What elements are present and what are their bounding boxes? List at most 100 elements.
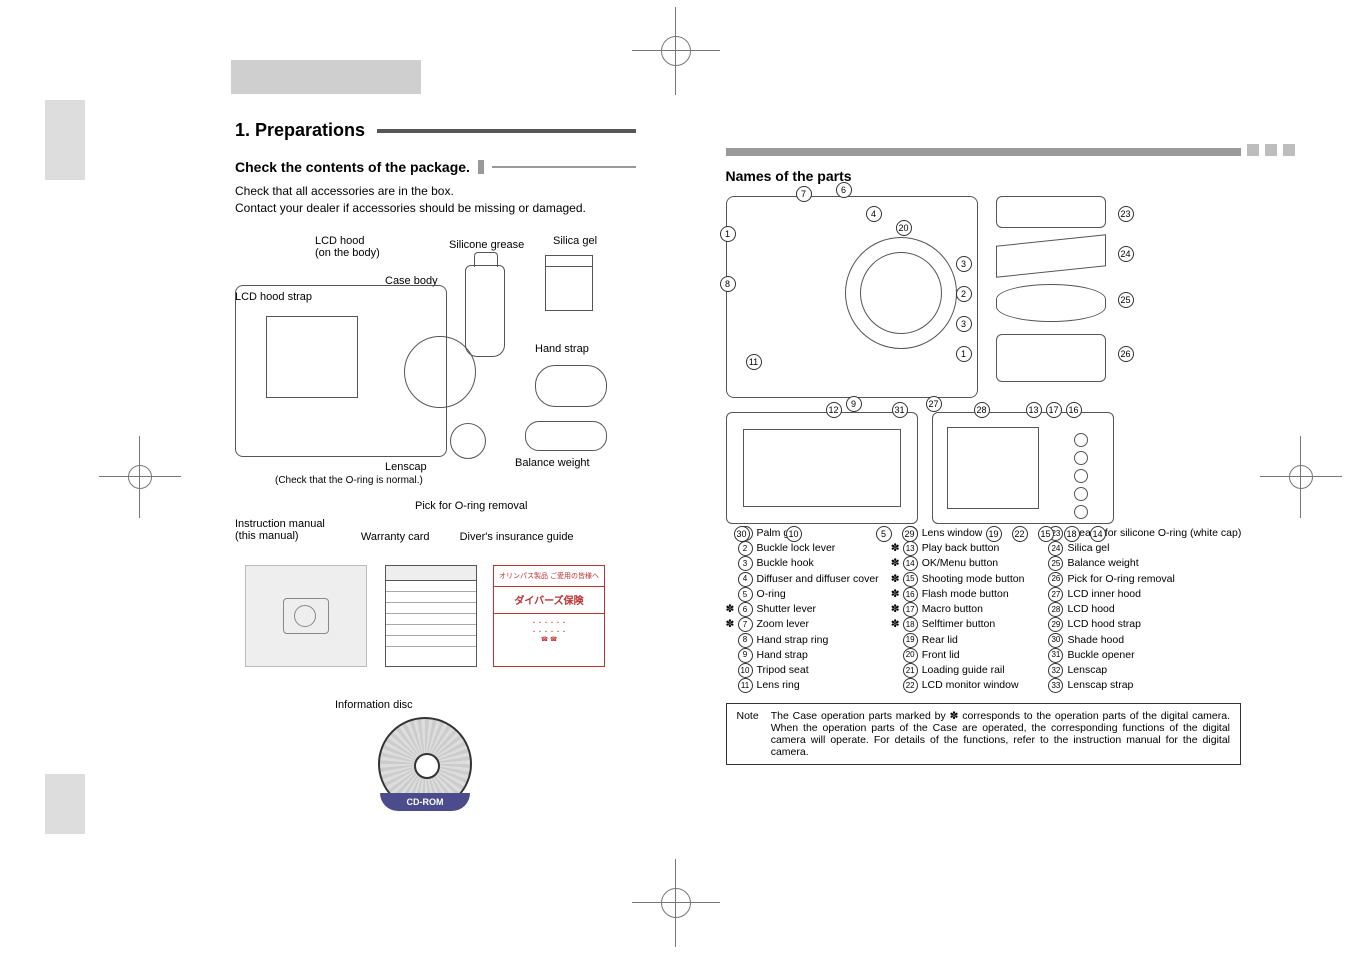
parts-label: LCD hood strap (1067, 617, 1141, 632)
diver-mid-text: ダイバーズ保険 (494, 587, 604, 614)
parts-mark (726, 541, 734, 556)
parts-label: Front lid (922, 648, 960, 663)
parts-number: 7 (738, 617, 753, 632)
parts-mark: ✽ (726, 602, 734, 617)
callout-13: 13 (1026, 402, 1042, 418)
callout-30: 30 (734, 526, 750, 542)
header-dot (1247, 144, 1259, 156)
right-header-bar (726, 148, 1242, 156)
front-view-drawing (726, 196, 978, 398)
header-gray-block (231, 60, 421, 94)
parts-label: Hand strap (757, 648, 808, 663)
label-oring-normal: (Check that the O-ring is normal.) (275, 475, 423, 486)
parts-number: 14 (903, 556, 918, 571)
warranty-header (386, 566, 476, 581)
label-warranty-card: Warranty card (361, 518, 430, 543)
parts-number: 27 (1048, 587, 1063, 602)
parts-label: LCD monitor window (922, 678, 1019, 693)
callout-20: 20 (896, 220, 912, 236)
parts-row: 28LCD hood (1036, 602, 1241, 617)
parts-mark (891, 648, 899, 663)
parts-number: 13 (903, 541, 918, 556)
right-title: Names of the parts (726, 168, 1242, 184)
parts-row: 20 Front lid (891, 648, 1025, 663)
parts-label: Silica gel (1067, 541, 1109, 556)
parts-mark (726, 526, 734, 541)
parts-label: Buckle lock lever (757, 541, 836, 556)
parts-row: ✽ 13 Play back button (891, 541, 1025, 556)
parts-label: OK/Menu button (922, 556, 998, 571)
hand-strap-drawing (535, 365, 607, 407)
callout-24: 24 (1118, 246, 1134, 262)
parts-mark: ✽ (726, 617, 734, 632)
label-text: LCD hood (315, 235, 365, 247)
parts-number: 10 (738, 663, 753, 678)
parts-row: 30Shade hood (1036, 633, 1241, 648)
parts-number: 29 (1048, 617, 1063, 632)
parts-row: 2Buckle lock lever (726, 541, 879, 556)
parts-mark (1036, 587, 1044, 602)
rear-left-inner (743, 429, 901, 507)
callout-11: 11 (746, 354, 762, 370)
parts-label: Hand strap ring (757, 633, 829, 648)
callout-18: 18 (1064, 526, 1080, 542)
parts-label: Diffuser and diffuser cover (757, 572, 879, 587)
parts-row: 25Balance weight (1036, 556, 1241, 571)
parts-row: ✽17Macro button (891, 602, 1025, 617)
cd-row: Information disc CD-ROM (335, 699, 515, 811)
parts-mark: ✽ (891, 541, 899, 556)
callout-23: 23 (1118, 206, 1134, 222)
callout-2: 2 (956, 286, 972, 302)
parts-mark (891, 633, 899, 648)
parts-number: 16 (903, 587, 918, 602)
label-silicone-grease: Silicone grease (449, 239, 524, 251)
parts-row: 8Hand strap ring (726, 633, 879, 648)
parts-mark (726, 572, 734, 587)
callout-8: 8 (720, 276, 736, 292)
acc-drawing (996, 234, 1106, 278)
section-rule (377, 129, 635, 133)
parts-label: Buckle opener (1067, 648, 1134, 663)
parts-number: 22 (903, 678, 918, 693)
callout-1: 1 (720, 226, 736, 242)
parts-number: 6 (738, 602, 753, 617)
callout-31: 31 (892, 402, 908, 418)
parts-row: 11Lens ring (726, 678, 879, 693)
callout-19: 19 (986, 526, 1002, 542)
parts-row: 19Rear lid (891, 633, 1025, 648)
parts-mark: ✽ (891, 556, 899, 571)
label-text-sub: (this manual) (235, 530, 299, 542)
lenscap-drawing (450, 423, 486, 459)
diver-rest: ・・・・・・・・・・・・☎ ☎ (494, 614, 604, 647)
acc-drawing (996, 284, 1106, 322)
parts-mark (726, 556, 734, 571)
acc-drawing (996, 196, 1106, 228)
parts-row: 33Lenscap strap (1036, 678, 1241, 693)
callout-10: 10 (786, 526, 802, 542)
parts-row: ✽6Shutter lever (726, 602, 879, 617)
rear-right-drawing (932, 412, 1114, 524)
silica-packet-drawing (545, 255, 593, 311)
parts-mark (1036, 556, 1044, 571)
parts-row: 5O-ring (726, 587, 879, 602)
header-dot (1265, 144, 1277, 156)
parts-label: O-ring (757, 587, 786, 602)
label-info-disc: Information disc (335, 699, 515, 711)
parts-label: Play back button (922, 541, 1000, 556)
callout-28: 28 (974, 402, 990, 418)
rear-left-drawing (726, 412, 918, 524)
parts-label: LCD inner hood (1067, 587, 1141, 602)
parts-number: 20 (903, 648, 918, 663)
callout-cb2: 1 (956, 346, 972, 362)
parts-label: Lenscap (1067, 663, 1107, 678)
parts-label: Shade hood (1067, 633, 1124, 648)
parts-mark: ✽ (891, 602, 899, 617)
parts-mark (891, 663, 899, 678)
parts-mark (1036, 602, 1044, 617)
parts-mark (891, 678, 899, 693)
parts-row: 31Buckle opener (1036, 648, 1241, 663)
note-label: Note (737, 710, 759, 758)
callout-29: 29 (902, 526, 918, 542)
parts-mark (1036, 617, 1044, 632)
callout-26: 26 (1118, 346, 1134, 362)
